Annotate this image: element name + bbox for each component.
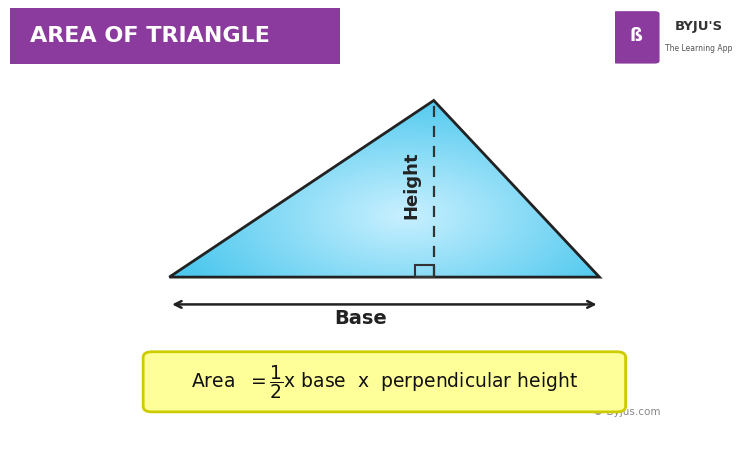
- Text: AREA OF TRIANGLE: AREA OF TRIANGLE: [29, 26, 269, 46]
- FancyBboxPatch shape: [613, 11, 659, 63]
- FancyBboxPatch shape: [143, 352, 626, 412]
- Text: ß: ß: [629, 27, 643, 45]
- Text: Height: Height: [403, 151, 421, 219]
- Text: Base: Base: [334, 309, 388, 328]
- Bar: [416, 265, 434, 277]
- Text: Area  $=\dfrac{1}{2}$x base  x  perpendicular height: Area $=\dfrac{1}{2}$x base x perpendicul…: [191, 363, 578, 401]
- FancyBboxPatch shape: [0, 4, 366, 68]
- FancyBboxPatch shape: [603, 0, 750, 75]
- Text: © Byjus.com: © Byjus.com: [593, 407, 661, 417]
- Text: BYJU'S: BYJU'S: [675, 19, 723, 33]
- Text: The Learning App: The Learning App: [665, 44, 733, 53]
